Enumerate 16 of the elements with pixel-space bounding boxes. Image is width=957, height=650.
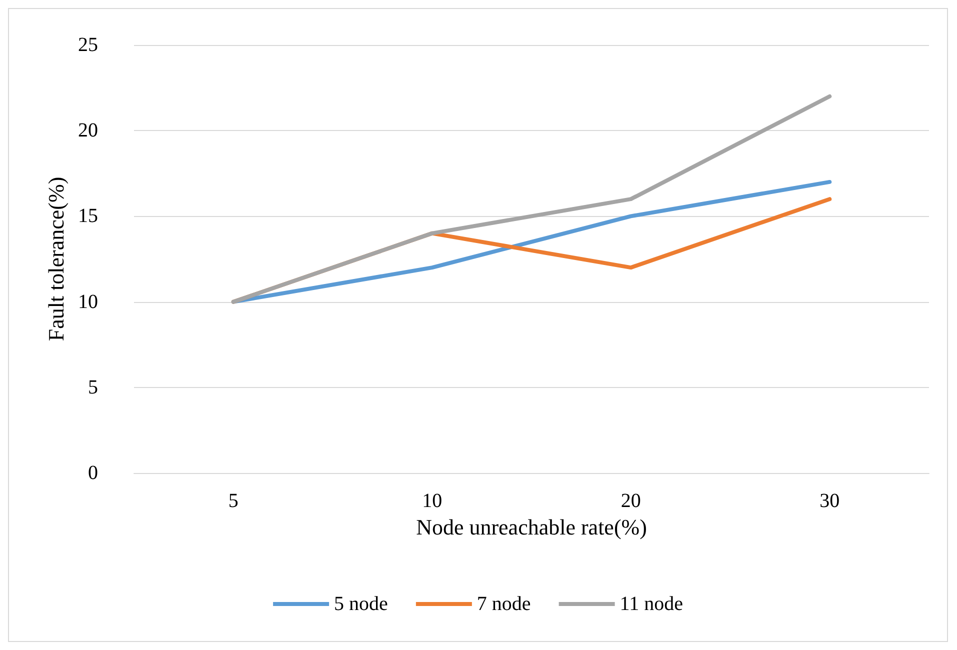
x-tick-label: 5 — [228, 490, 238, 512]
legend-label: 7 node — [476, 593, 531, 615]
x-axis-title: Node unreachable rate(%) — [416, 514, 647, 540]
line-series — [231, 94, 832, 304]
legend-label: 5 node — [334, 593, 388, 615]
y-tick-label: 10 — [78, 290, 98, 313]
x-tick-label: 30 — [820, 490, 840, 512]
y-axis-title: Fault tolerance(%) — [44, 176, 69, 342]
y-tick-label: 5 — [88, 376, 98, 398]
x-tick-label: 10 — [422, 490, 442, 512]
y-tick-label: 25 — [78, 34, 98, 56]
x-tick-label: 20 — [620, 490, 641, 512]
y-tick-label: 20 — [78, 120, 98, 142]
legend-label: 11 node — [620, 593, 684, 615]
y-tick-label: 0 — [88, 462, 98, 484]
y-tick-label: 15 — [78, 205, 98, 228]
